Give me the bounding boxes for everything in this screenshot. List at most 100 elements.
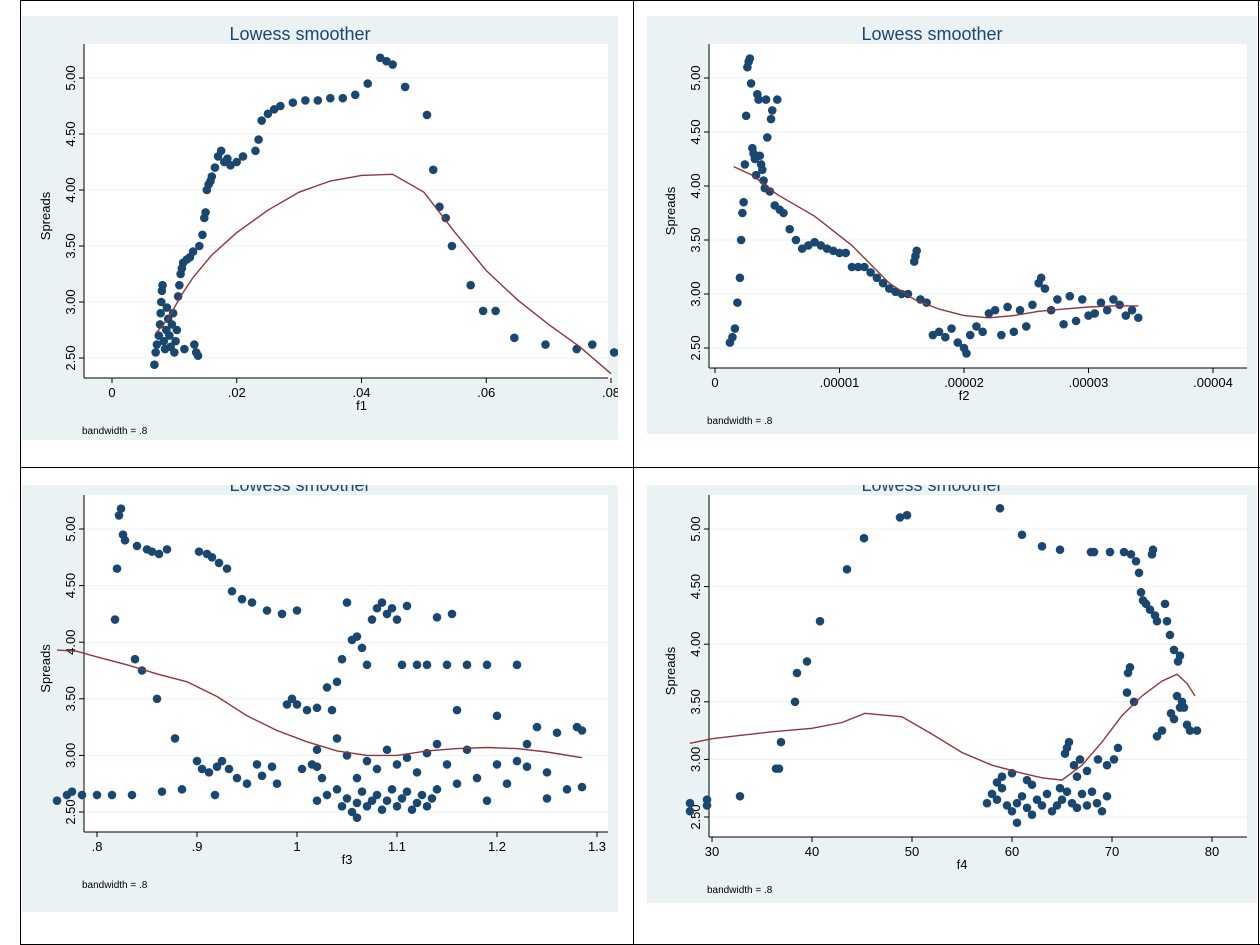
- scatter-point: [792, 668, 802, 678]
- scatter-point: [492, 760, 502, 769]
- scatter-point: [1027, 780, 1037, 790]
- scatter-point: [352, 632, 362, 641]
- y-tick-label: 4.00: [63, 630, 78, 655]
- y-tick-label: 4.50: [63, 121, 78, 146]
- scatter-point: [762, 133, 772, 142]
- scatter-point: [510, 333, 519, 343]
- plot-area: [709, 44, 1247, 368]
- scatter-point: [1131, 556, 1141, 566]
- scatter-point: [77, 790, 87, 800]
- scatter-point: [400, 82, 410, 92]
- scatter-point: [422, 802, 432, 811]
- scatter-series: [685, 503, 1202, 828]
- scatter-point: [702, 795, 712, 805]
- scatter-point: [1121, 311, 1131, 320]
- y-axis-label: Spreads: [38, 191, 53, 240]
- scatter-point: [216, 146, 226, 156]
- scatter-point: [761, 95, 771, 104]
- scatter-point: [978, 327, 987, 337]
- scatter-point: [1102, 791, 1112, 801]
- scatter-point: [1102, 760, 1112, 770]
- scatter-point: [287, 694, 297, 704]
- scatter-point: [237, 594, 247, 604]
- scatter-point: [815, 616, 825, 626]
- scatter-point: [997, 783, 1007, 793]
- scatter-point: [342, 598, 352, 607]
- scatter-point: [1028, 300, 1037, 310]
- scatter-point: [326, 93, 335, 103]
- scatter-point: [168, 308, 178, 318]
- scatter-point: [1096, 298, 1106, 307]
- scatter-point: [197, 764, 207, 774]
- scatter-point: [740, 160, 750, 169]
- scatter-point: [223, 154, 232, 163]
- scatter-point: [338, 93, 348, 103]
- scatter-point: [352, 798, 362, 808]
- y-tick-label: 5.00: [688, 65, 703, 90]
- scatter-point: [587, 340, 597, 349]
- scatter-point: [842, 565, 852, 574]
- scatter-point: [1047, 806, 1057, 816]
- scatter-point: [156, 297, 166, 307]
- scatter-point: [1169, 714, 1179, 724]
- scatter-point: [372, 764, 382, 774]
- scatter-point: [1169, 645, 1179, 655]
- scatter-point: [350, 90, 360, 100]
- scatter-point: [170, 348, 179, 357]
- y-axis-label: Spreads: [663, 646, 678, 695]
- scatter-point: [1136, 588, 1146, 597]
- scatter-point: [934, 327, 944, 337]
- scatter-point: [872, 273, 882, 283]
- scatter-point: [327, 705, 337, 715]
- scatter-point: [207, 172, 217, 181]
- scatter-point: [982, 798, 992, 808]
- chart-svg: Lowess smoother 2.50 3.00 3.50 4.00 4.50 5.00 S…: [22, 16, 620, 440]
- scatter-point: [522, 739, 532, 749]
- scatter-point: [728, 332, 737, 342]
- x-tick-label: 50: [905, 844, 919, 859]
- scatter-point: [1071, 316, 1081, 326]
- scatter-point: [765, 187, 775, 196]
- scatter-point: [402, 753, 412, 762]
- chart-svg: Lowess smoother 2.50 3.00 3.50 4.00 4.50 5.00 S…: [647, 16, 1257, 434]
- scatter-point: [397, 660, 407, 670]
- scatter-point: [387, 785, 397, 794]
- scatter-point: [853, 262, 863, 272]
- scatter-point: [224, 764, 234, 774]
- scatter-point: [362, 756, 372, 766]
- scatter-point: [257, 116, 266, 125]
- y-tick-label: 2.50: [688, 335, 703, 360]
- scatter-point: [435, 202, 444, 212]
- scatter-point: [472, 773, 482, 783]
- scatter-point: [532, 722, 542, 732]
- scatter-point: [1119, 547, 1129, 557]
- scatter-point: [452, 779, 462, 788]
- scatter-point: [491, 306, 500, 316]
- scatter-point: [302, 705, 312, 715]
- scatter-point: [995, 503, 1005, 513]
- scatter-point: [130, 654, 140, 664]
- scatter-point: [1175, 703, 1185, 712]
- scatter-point: [552, 728, 562, 738]
- scatter-point: [835, 248, 844, 258]
- x-tick-label: 1.3: [588, 839, 606, 854]
- scatter-point: [1134, 313, 1143, 323]
- scatter-point: [1165, 630, 1175, 640]
- scatter-point: [745, 54, 755, 63]
- scatter-point: [313, 96, 323, 105]
- scatter-point: [947, 324, 956, 333]
- lowess-line: [155, 173, 612, 375]
- scatter-point: [432, 785, 442, 794]
- scatter-point: [462, 660, 472, 670]
- scatter-point: [150, 360, 159, 370]
- bandwidth-note: bandwidth = .8: [707, 885, 773, 896]
- scatter-point: [1057, 795, 1067, 805]
- scatter-point: [736, 235, 746, 245]
- scatter-point: [1097, 806, 1107, 816]
- scatter-point: [779, 208, 788, 218]
- chart-panel-2: Lowess smoother 2.50 3.00 3.50 4.00 4.50 5.00 S…: [647, 16, 1257, 434]
- scatter-point: [198, 230, 207, 240]
- scatter-point: [332, 734, 342, 743]
- scatter-point: [252, 760, 262, 769]
- y-tick-label: 3.00: [688, 281, 703, 306]
